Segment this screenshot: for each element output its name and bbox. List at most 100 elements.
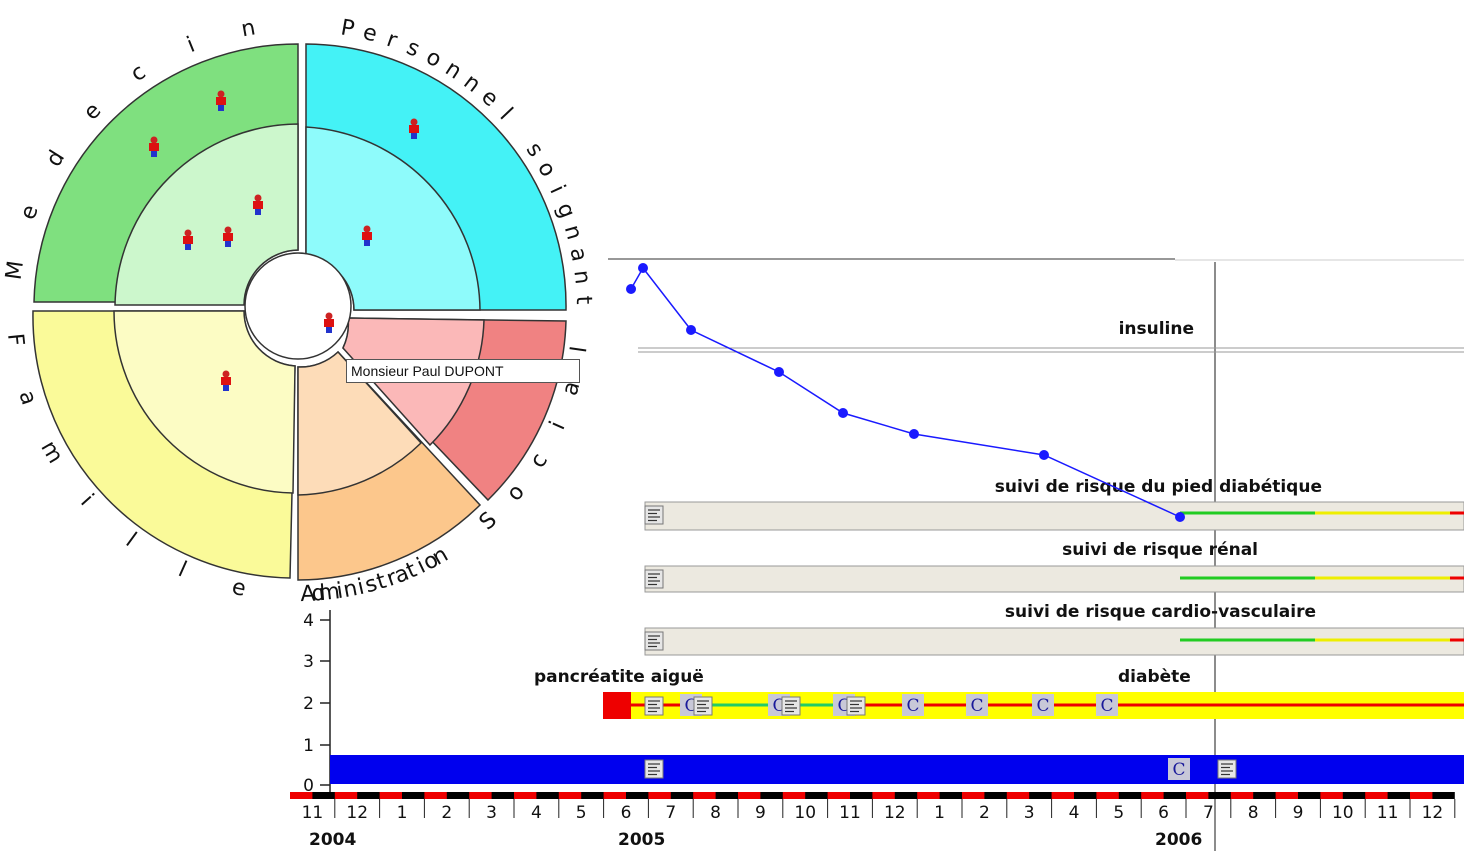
month-band: [872, 792, 895, 799]
row-pied-diabetique[interactable]: suivi de risque du pied diabétique: [644, 477, 1464, 531]
patient-followup-bar[interactable]: [330, 755, 1464, 784]
svg-text:e: e: [476, 84, 503, 112]
svg-text:t: t: [571, 295, 596, 305]
svg-text:F: F: [2, 332, 28, 347]
year-label: 2005: [618, 830, 665, 850]
month-band: [1096, 792, 1119, 799]
month-band: [1006, 792, 1030, 799]
svg-text:C: C: [1036, 696, 1049, 716]
consultation-icon[interactable]: C: [1032, 694, 1054, 716]
person-icon[interactable]: [216, 90, 226, 112]
person-icon[interactable]: [223, 226, 233, 248]
person-icon[interactable]: [149, 136, 159, 158]
month-band: [424, 792, 447, 799]
month-label: 4: [531, 803, 542, 823]
month-label: 9: [1293, 803, 1304, 823]
svg-text:A: A: [300, 582, 316, 608]
person-icon[interactable]: [362, 225, 372, 247]
row-cardio[interactable]: suivi de risque cardio-vasculaire: [644, 602, 1464, 656]
insuline-curve: [626, 263, 1185, 522]
svg-text:i: i: [355, 575, 366, 601]
document-icon[interactable]: [644, 696, 664, 716]
svg-text:e: e: [230, 575, 248, 602]
document-icon[interactable]: [693, 696, 713, 716]
year-label: 2004: [309, 830, 356, 850]
document-icon[interactable]: [644, 759, 664, 779]
month-label: 12: [1422, 803, 1444, 823]
month-label: 2: [979, 803, 990, 823]
month-label: 11: [839, 803, 861, 823]
month-label: 12: [346, 803, 368, 823]
month-label: 2: [441, 803, 452, 823]
curve-point[interactable]: [686, 325, 696, 335]
curve-point[interactable]: [1039, 450, 1049, 460]
row-label-cardio: suivi de risque cardio-vasculaire: [1005, 602, 1316, 622]
document-icon[interactable]: [1217, 759, 1237, 779]
curve-point[interactable]: [909, 429, 919, 439]
month-band: [290, 792, 313, 799]
svg-text:n: n: [568, 269, 594, 286]
svg-text:i: i: [335, 579, 345, 605]
person-icon[interactable]: [324, 312, 334, 334]
curve-point[interactable]: [626, 284, 636, 294]
month-band: [1141, 792, 1164, 799]
svg-text:C: C: [1172, 760, 1185, 780]
month-label: 3: [1024, 803, 1035, 823]
pancreatite-marker[interactable]: [603, 692, 631, 719]
sector-famille-inner[interactable]: [113, 310, 296, 494]
row-renal[interactable]: suivi de risque rénal: [644, 540, 1464, 593]
svg-text:C: C: [1100, 696, 1113, 716]
y-axis: 4 3 2 1 0: [303, 610, 331, 796]
curve-point[interactable]: [774, 367, 784, 377]
svg-text:C: C: [970, 696, 983, 716]
svg-text:s: s: [403, 35, 424, 63]
month-band: [962, 792, 985, 799]
document-icon[interactable]: [644, 569, 664, 589]
person-icon[interactable]: [409, 118, 419, 140]
consultation-icon[interactable]: C: [1096, 694, 1118, 716]
month-band: [1230, 792, 1254, 799]
month-band: [1186, 792, 1209, 799]
sector-administration-inner[interactable]: [297, 350, 423, 496]
svg-text:i: i: [75, 490, 98, 511]
svg-text:n: n: [559, 222, 587, 242]
svg-text:a: a: [565, 246, 592, 264]
month-band: [334, 792, 358, 799]
month-label: 9: [755, 803, 766, 823]
month-label: 8: [1248, 803, 1259, 823]
person-icon[interactable]: [253, 194, 263, 216]
y-tick-label: 4: [303, 611, 314, 631]
svg-text:e: e: [79, 98, 106, 125]
y-tick-label: 2: [303, 694, 314, 714]
patient-center[interactable]: [244, 252, 352, 360]
document-icon[interactable]: [846, 696, 866, 716]
svg-text:n: n: [239, 15, 257, 42]
row-insuline[interactable]: insuline: [638, 319, 1464, 353]
person-icon[interactable]: [221, 370, 231, 392]
month-label: 12: [884, 803, 906, 823]
document-icon[interactable]: [644, 505, 664, 525]
sector-medecin-inner[interactable]: [114, 123, 299, 306]
consultation-icon[interactable]: C: [902, 694, 924, 716]
svg-text:e: e: [360, 20, 379, 48]
month-band: [1365, 792, 1388, 799]
y-tick-label: 1: [303, 736, 314, 756]
person-icon[interactable]: [183, 229, 193, 251]
curve-point[interactable]: [1175, 512, 1185, 522]
curve-point[interactable]: [638, 263, 648, 273]
timeline-panel: insuline suivi de risque du pied diabéti…: [290, 258, 1464, 851]
month-band: [1275, 792, 1298, 799]
svg-text:m: m: [35, 437, 67, 468]
month-band: [738, 792, 761, 799]
curve-point[interactable]: [838, 408, 848, 418]
month-label: 4: [1069, 803, 1080, 823]
month-band: [917, 792, 940, 799]
row-label-pancreatite: pancréatite aiguë: [534, 667, 704, 687]
document-icon[interactable]: [644, 631, 664, 651]
row-label-renal: suivi de risque rénal: [1062, 540, 1258, 560]
consultation-icon[interactable]: C: [1168, 758, 1190, 780]
consultation-icon[interactable]: C: [966, 694, 988, 716]
svg-text:n: n: [341, 576, 359, 603]
document-icon[interactable]: [781, 696, 801, 716]
